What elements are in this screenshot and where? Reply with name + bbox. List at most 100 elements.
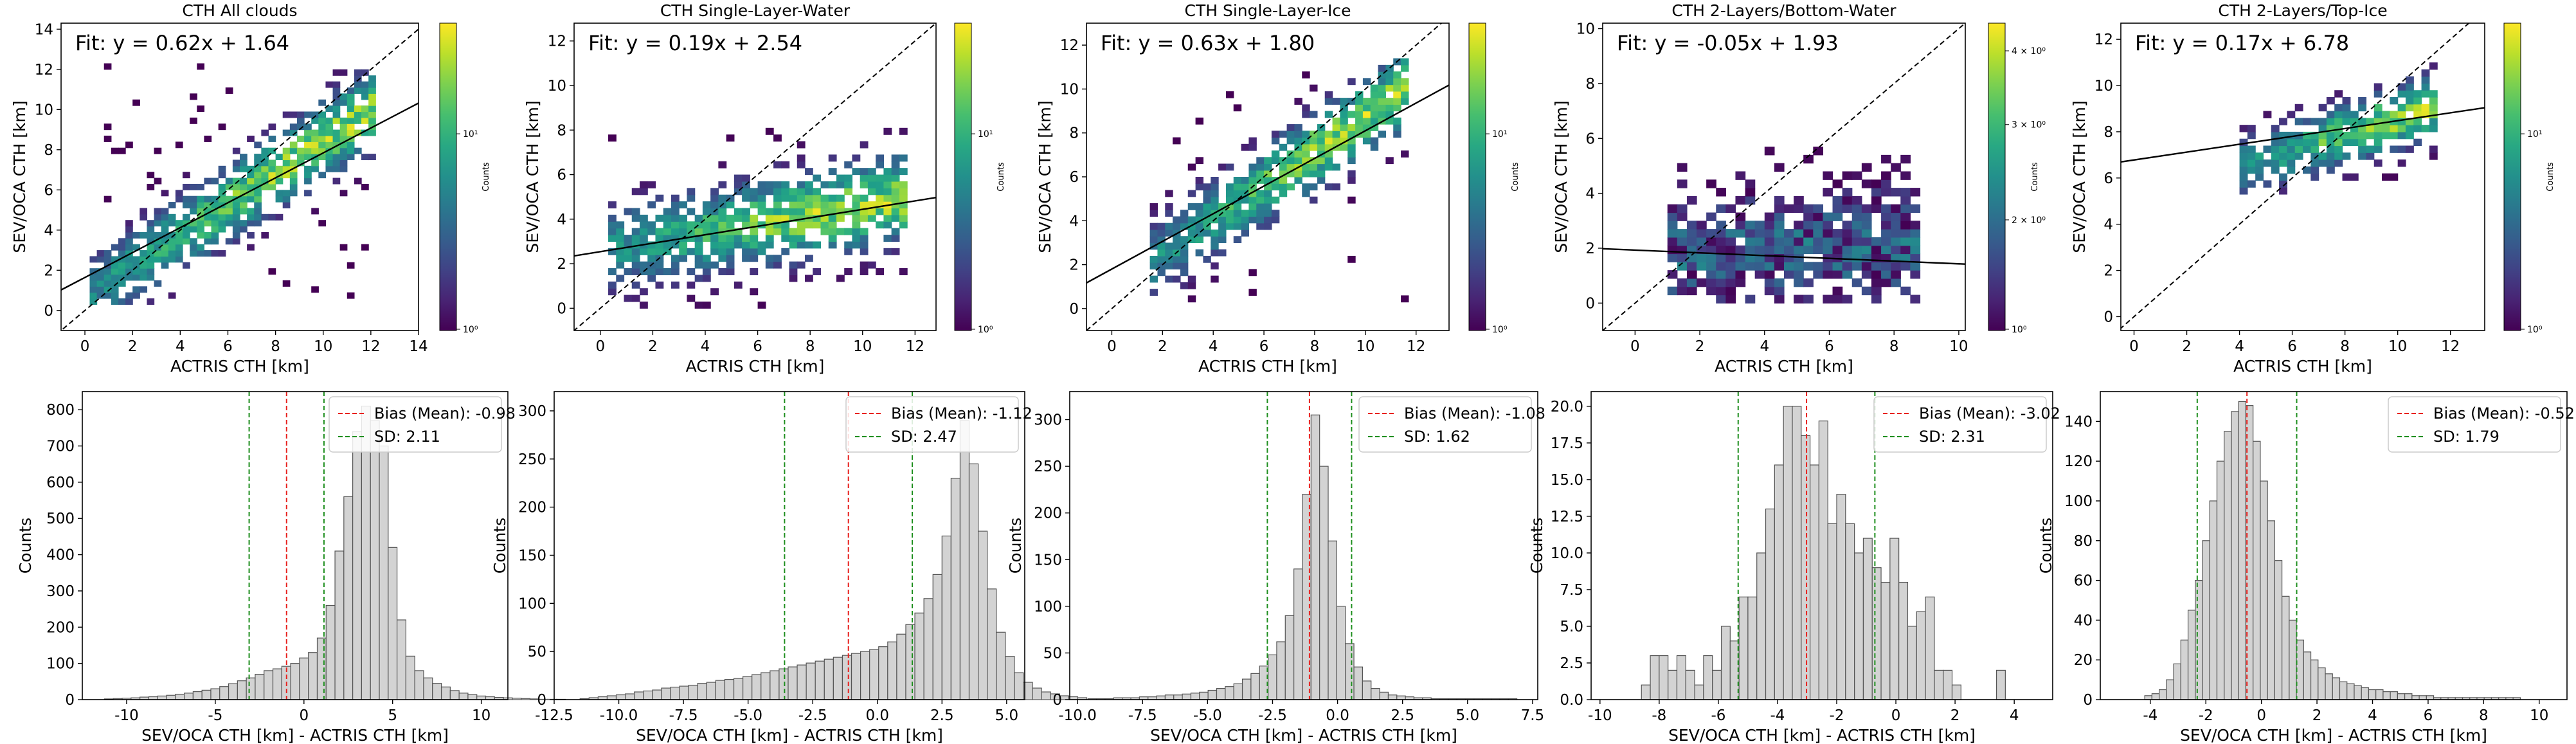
histogram-bar [1747, 596, 1758, 700]
heatmap-cell [852, 201, 861, 209]
heatmap-cell [2373, 138, 2382, 147]
histogram-bar [1668, 669, 1678, 700]
heatmap-cell [710, 235, 719, 242]
heatmap-cell [1187, 236, 1196, 244]
heatmap-cell [1754, 245, 1765, 255]
heatmap-cell [828, 194, 837, 202]
heatmap-cell [2247, 125, 2256, 132]
heatmap-cell [1832, 179, 1843, 188]
heatmap-cell [671, 221, 680, 229]
x-tick-label: -10.0 [1058, 707, 1097, 724]
heatmap-cell [616, 261, 625, 269]
heatmap-cell [232, 231, 240, 239]
y-tick-label: 20.0 [1551, 399, 1583, 415]
y-tick-label: 0.0 [1560, 692, 1583, 709]
heatmap-cell [1355, 124, 1364, 131]
heatmap-cell [797, 141, 806, 149]
heatmap-cell [1891, 253, 1901, 262]
heatmap-cell [2382, 111, 2390, 118]
heatmap-cell [304, 129, 312, 136]
histogram-bar [2187, 610, 2196, 700]
heatmap-cell [757, 301, 766, 309]
y-axis-label: SEV/OCA CTH [km] [1552, 100, 1571, 253]
heatmap-cell [631, 295, 640, 302]
heatmap-cell [104, 274, 112, 281]
heatmap-cell [2255, 173, 2264, 181]
histogram-bar [2202, 540, 2210, 700]
heatmap-cell [773, 188, 782, 195]
histogram-bar [851, 653, 861, 700]
heatmap-cell [2334, 145, 2343, 153]
heatmap-cell [655, 261, 664, 269]
heatmap-cell [1310, 131, 1318, 138]
heatmap-cell [820, 194, 829, 202]
heatmap-cell [332, 154, 341, 161]
heatmap-cell [225, 183, 233, 190]
heatmap-cell [1256, 203, 1265, 210]
heatmap-cell [1279, 190, 1288, 197]
heatmap-cell [2271, 152, 2280, 160]
heatmap-cell [1294, 157, 1302, 165]
heatmap-cell [1149, 203, 1158, 210]
histogram-bar [1225, 686, 1234, 700]
axes-frame [573, 23, 937, 331]
histogram-bar [157, 695, 167, 700]
heatmap-cell [820, 201, 829, 209]
heatmap-cell [687, 268, 696, 276]
histogram-bar [512, 698, 522, 700]
heatmap-cell [1401, 91, 1409, 98]
heatmap-cell [1803, 262, 1814, 271]
heatmap-cell [1187, 222, 1196, 230]
legend-box [845, 396, 1019, 453]
heatmap-cell [805, 275, 813, 282]
heatmap-cell [268, 177, 276, 185]
heatmap-cell [742, 255, 750, 262]
heatmap-cell [891, 161, 900, 168]
heatmap-cell [218, 220, 226, 227]
histogram-bar [1836, 494, 1846, 700]
heatmap-cell [1784, 204, 1794, 213]
y-tick-label: 6 [2103, 170, 2113, 187]
histogram-bar [1241, 678, 1252, 700]
heatmap-cell [1764, 245, 1775, 255]
heatmap-cell [1716, 253, 1726, 262]
heatmap-cell [1677, 278, 1688, 287]
histogram-bar [2382, 691, 2391, 700]
heatmap-cell [867, 181, 876, 188]
heatmap-cell [631, 208, 640, 215]
heatmap-cell [332, 129, 341, 136]
heatmap-cell [1764, 229, 1775, 238]
heatmap-cell [254, 154, 262, 161]
heatmap-cell [125, 220, 133, 227]
heatmap-cell [679, 241, 688, 249]
heatmap-cell [168, 292, 176, 299]
heatmap-cell [1256, 190, 1265, 197]
heatmap-cell [844, 228, 853, 235]
heatmap-cell [1861, 245, 1872, 255]
heatmap-cell [354, 69, 362, 76]
heatmap-cell [2373, 90, 2382, 98]
heatmap-cell [1218, 163, 1227, 171]
heatmap-cell [211, 202, 219, 209]
heatmap-cell [616, 221, 625, 229]
heatmap-cell [1218, 249, 1227, 257]
heatmap-cell [702, 201, 711, 209]
heatmap-cell [111, 256, 119, 263]
heatmap-cell [1686, 221, 1697, 230]
heatmap-cell [1302, 163, 1310, 171]
heatmap-cell [161, 244, 169, 251]
x-tick-label: -4 [2143, 707, 2157, 724]
heatmap-cell [1794, 245, 1804, 255]
heatmap-cell [125, 292, 133, 299]
heatmap-cell [204, 208, 212, 215]
y-tick-label: 8 [1069, 125, 1079, 142]
heatmap-cell [318, 117, 327, 124]
x-tick-label: 10 [1949, 338, 1968, 355]
heatmap-cell [647, 255, 656, 262]
histogram-bar [290, 663, 300, 700]
heatmap-cell [805, 208, 813, 215]
heatmap-cell [1881, 221, 1891, 230]
heatmap-cell [781, 181, 790, 188]
heatmap-cell [1347, 150, 1356, 158]
heatmap-cell [608, 134, 617, 142]
